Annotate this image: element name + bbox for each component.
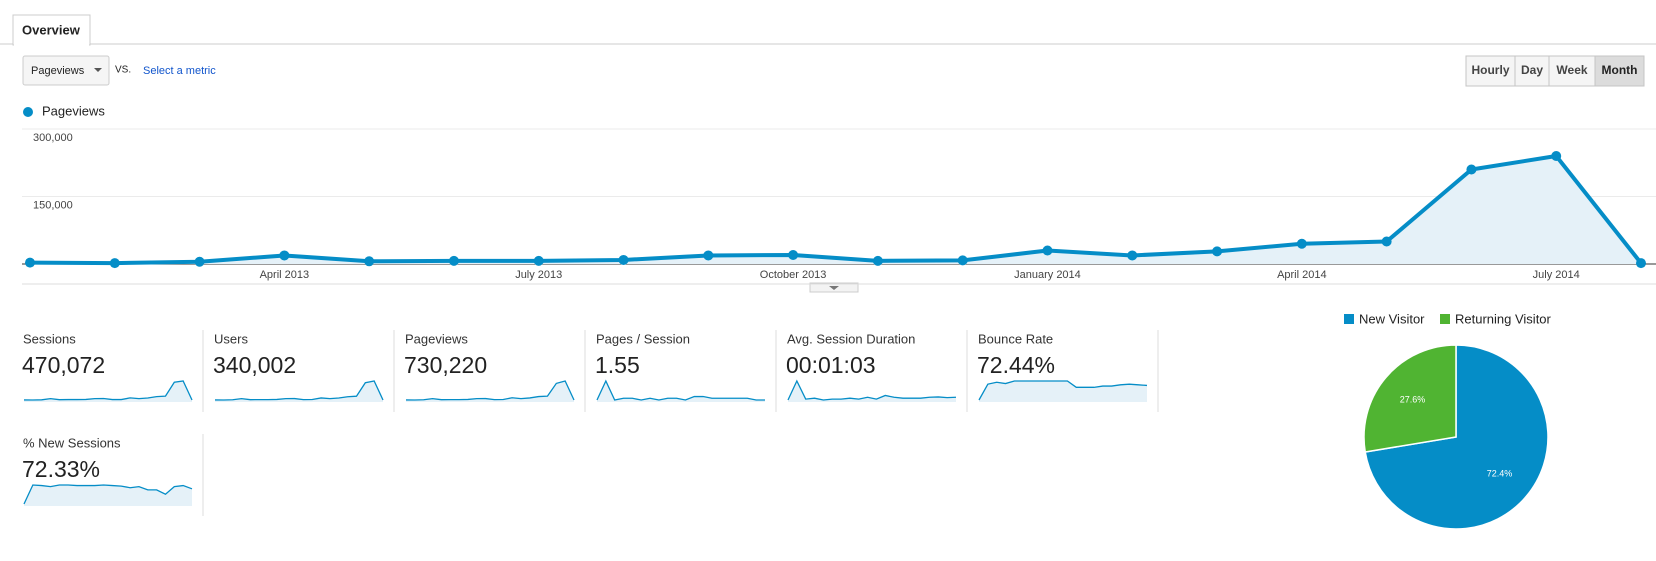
sparkline-area — [24, 485, 192, 506]
sparkline — [405, 380, 575, 401]
legend-dot — [23, 107, 33, 117]
legend-label: Returning Visitor — [1455, 311, 1552, 326]
scorecard-label: % New Sessions — [23, 435, 121, 450]
granularity-label[interactable]: Hourly — [1471, 63, 1509, 77]
data-point[interactable] — [1127, 250, 1138, 261]
data-point[interactable] — [1042, 245, 1053, 256]
data-point[interactable] — [1551, 151, 1562, 161]
data-point[interactable] — [279, 250, 290, 261]
sparkline-area — [597, 381, 765, 402]
select-metric-link[interactable]: Select a metric — [143, 65, 216, 77]
data-point[interactable] — [1466, 164, 1477, 175]
area — [30, 156, 1641, 264]
sparkline — [787, 379, 957, 401]
data-point[interactable] — [618, 254, 629, 265]
data-point[interactable] — [533, 255, 544, 266]
slice-label: 27.6% — [1400, 394, 1426, 404]
line — [29, 154, 1643, 266]
x-tick-label: April 2014 — [1277, 269, 1327, 281]
scorecard-label: Users — [214, 331, 248, 346]
data-point[interactable] — [957, 255, 968, 266]
scorecard-value: 1.55 — [595, 352, 640, 378]
scorecard-value: 730,220 — [404, 352, 487, 378]
data-point[interactable] — [1296, 238, 1307, 249]
scrubber-arrow — [829, 286, 839, 290]
legend-swatch — [1440, 314, 1450, 324]
tab-label[interactable]: Overview — [22, 22, 81, 37]
y-tick-label: 300,000 — [33, 132, 73, 144]
slice-label: 72.4% — [1487, 468, 1513, 478]
data-point[interactable] — [109, 258, 120, 269]
data-point[interactable] — [1636, 258, 1646, 269]
legend-label: New Visitor — [1359, 311, 1425, 326]
scorecard-value: 470,072 — [22, 352, 105, 378]
legend-label: Pageviews — [42, 103, 105, 118]
scorecard-label: Pages / Session — [596, 331, 690, 346]
x-tick-label: July 2013 — [515, 269, 562, 281]
granularity-button[interactable] — [1594, 55, 1645, 87]
sparkline-area — [788, 381, 956, 402]
data-point[interactable] — [364, 256, 375, 267]
x-tick-label: July 2014 — [1533, 269, 1580, 281]
y-tick-label: 150,000 — [33, 199, 73, 211]
granularity-label[interactable]: Month — [1602, 63, 1638, 77]
granularity-button[interactable] — [1548, 55, 1596, 87]
scorecard-label: Bounce Rate — [978, 331, 1053, 346]
scorecard-label: Pageviews — [405, 331, 468, 346]
scorecard-value: 72.33% — [22, 456, 100, 482]
granularity-label[interactable]: Week — [1556, 63, 1587, 77]
data-point[interactable] — [703, 250, 714, 261]
dropdown-arrow — [94, 68, 102, 72]
x-tick-label: April 2013 — [260, 269, 310, 281]
data-point[interactable] — [194, 256, 205, 267]
sparkline — [23, 380, 193, 401]
sparkline — [214, 380, 384, 401]
pie-slice[interactable] — [1363, 344, 1457, 453]
data-point[interactable] — [1212, 246, 1223, 257]
scorecard-label: Avg. Session Duration — [787, 331, 915, 346]
data-point[interactable] — [1381, 236, 1392, 247]
legend-swatch — [1344, 314, 1354, 324]
metric-dropdown-label[interactable]: Pageviews — [31, 65, 85, 77]
x-tick-label: January 2014 — [1014, 269, 1081, 281]
vs-label: VS. — [115, 65, 131, 76]
scorecard-value: 72.44% — [977, 352, 1055, 378]
data-point[interactable] — [448, 255, 459, 266]
x-tick-label: October 2013 — [760, 269, 827, 281]
sparkline — [978, 380, 1148, 401]
sparkline — [596, 379, 765, 401]
metric-dropdown[interactable] — [22, 55, 110, 86]
data-point[interactable] — [788, 250, 799, 260]
scorecard-value: 340,002 — [213, 352, 296, 378]
granularity-label[interactable]: Day — [1521, 63, 1543, 77]
data-point[interactable] — [25, 257, 35, 268]
scorecard-label: Sessions — [23, 331, 76, 346]
granularity-button[interactable] — [1514, 55, 1550, 87]
scorecard-value: 00:01:03 — [786, 352, 876, 378]
tab-joint — [14, 40, 89, 46]
data-point[interactable] — [872, 255, 883, 266]
sparkline — [23, 484, 193, 505]
